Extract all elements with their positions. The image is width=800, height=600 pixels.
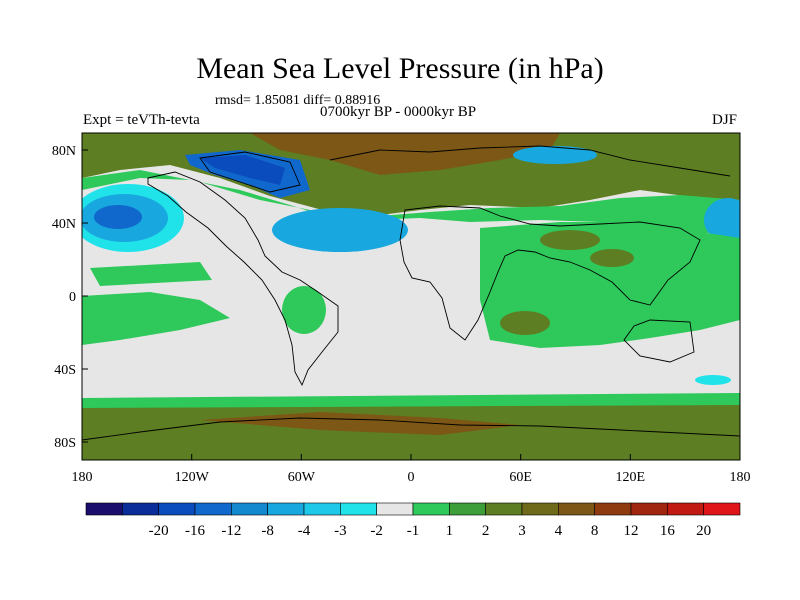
lat-tick-label: 0 <box>69 290 76 305</box>
colorbar-swatch <box>340 502 377 516</box>
colorbar-swatch <box>594 502 632 516</box>
colorbar-label: -20 <box>149 523 169 539</box>
colorbar-swatch <box>667 502 704 516</box>
colorbar-swatch <box>122 502 159 516</box>
map-title: Mean Sea Level Pressure (in hPa) <box>196 52 604 85</box>
lat-tick-label: 80N <box>52 144 76 159</box>
greenland-low-core <box>200 155 285 185</box>
colorbar-swatch <box>231 502 268 516</box>
lon-tick-label: 0 <box>408 470 415 485</box>
colorbar-swatch <box>158 502 196 516</box>
colorbar-label: -8 <box>261 523 274 539</box>
colorbar-label: 3 <box>518 523 526 539</box>
colorbar-swatch <box>630 502 668 516</box>
tropical-green <box>90 262 212 286</box>
colorbar: -20 -16 -12 -8 -4 -3 -2 -1 1 2 3 4 8 12 16 20 <box>85 502 741 539</box>
colorbar-label: 8 <box>591 523 599 539</box>
lon-tick-label: 60E <box>509 470 532 485</box>
lon-tick-label: 120E <box>616 470 646 485</box>
colorbar-label: 1 <box>446 523 454 539</box>
pacific-low-core <box>94 205 142 229</box>
colorbar-label: -16 <box>185 523 205 539</box>
colorbar-label: -2 <box>370 523 383 539</box>
pressure-field <box>82 133 740 460</box>
colorbar-swatch <box>303 502 341 516</box>
south-indian-cyan <box>695 375 731 385</box>
colorbar-label: 12 <box>624 523 639 539</box>
colorbar-swatch <box>194 502 232 516</box>
longitude-axis: 180 120W 60W 0 60E 120E 180 <box>72 454 751 485</box>
period-label: 0700kyr BP - 0000kyr BP <box>320 104 477 120</box>
colorbar-label: -1 <box>407 523 420 539</box>
pacific-low-east <box>704 198 740 242</box>
lat-tick-label: 40S <box>54 363 76 378</box>
colorbar-swatch <box>376 502 414 516</box>
arctic-brown <box>250 133 560 175</box>
colorbar-label: -3 <box>334 523 347 539</box>
south-pacific-green <box>82 292 230 345</box>
lon-tick-label: 120W <box>175 470 210 485</box>
experiment-label: Expt = teVTh-tevta <box>83 112 200 128</box>
colorbar-label: 16 <box>660 523 676 539</box>
colorbar-swatch <box>521 502 559 516</box>
colorbar-swatch <box>485 502 523 516</box>
lat-tick-label: 40N <box>52 217 76 232</box>
lat-tick-label: 80S <box>54 436 76 451</box>
latitude-axis: 80N 40N 0 40S 80S <box>52 144 88 451</box>
colorbar-swatch <box>558 502 595 516</box>
coastlines <box>82 145 740 441</box>
stats-line: rmsd= 1.85081 diff= 0.88916 <box>215 93 381 108</box>
indian-ocean-olive <box>500 311 550 335</box>
amazon-green <box>282 286 326 334</box>
colorbar-swatch <box>85 502 123 516</box>
colorbar-swatch <box>703 502 741 516</box>
colorbar-label: 4 <box>555 523 563 539</box>
colorbar-label: -12 <box>221 523 241 539</box>
north-green-band <box>82 170 740 235</box>
siberia-low <box>513 146 597 164</box>
lon-tick-label: 60W <box>288 470 316 485</box>
colorbar-swatch <box>412 502 450 516</box>
india-olive <box>590 249 634 267</box>
colorbar-label: 20 <box>696 523 711 539</box>
season-label: DJF <box>712 112 738 128</box>
colorbar-swatch <box>267 502 305 516</box>
atlantic-low <box>272 208 408 252</box>
colorbar-swatch <box>449 502 486 516</box>
lon-tick-label: 180 <box>72 470 93 485</box>
colorbar-label: 2 <box>482 523 490 539</box>
antarctic-brown <box>200 412 520 435</box>
lon-tick-label: 180 <box>730 470 751 485</box>
arabia-olive <box>540 230 600 250</box>
colorbar-label: -4 <box>298 523 311 539</box>
